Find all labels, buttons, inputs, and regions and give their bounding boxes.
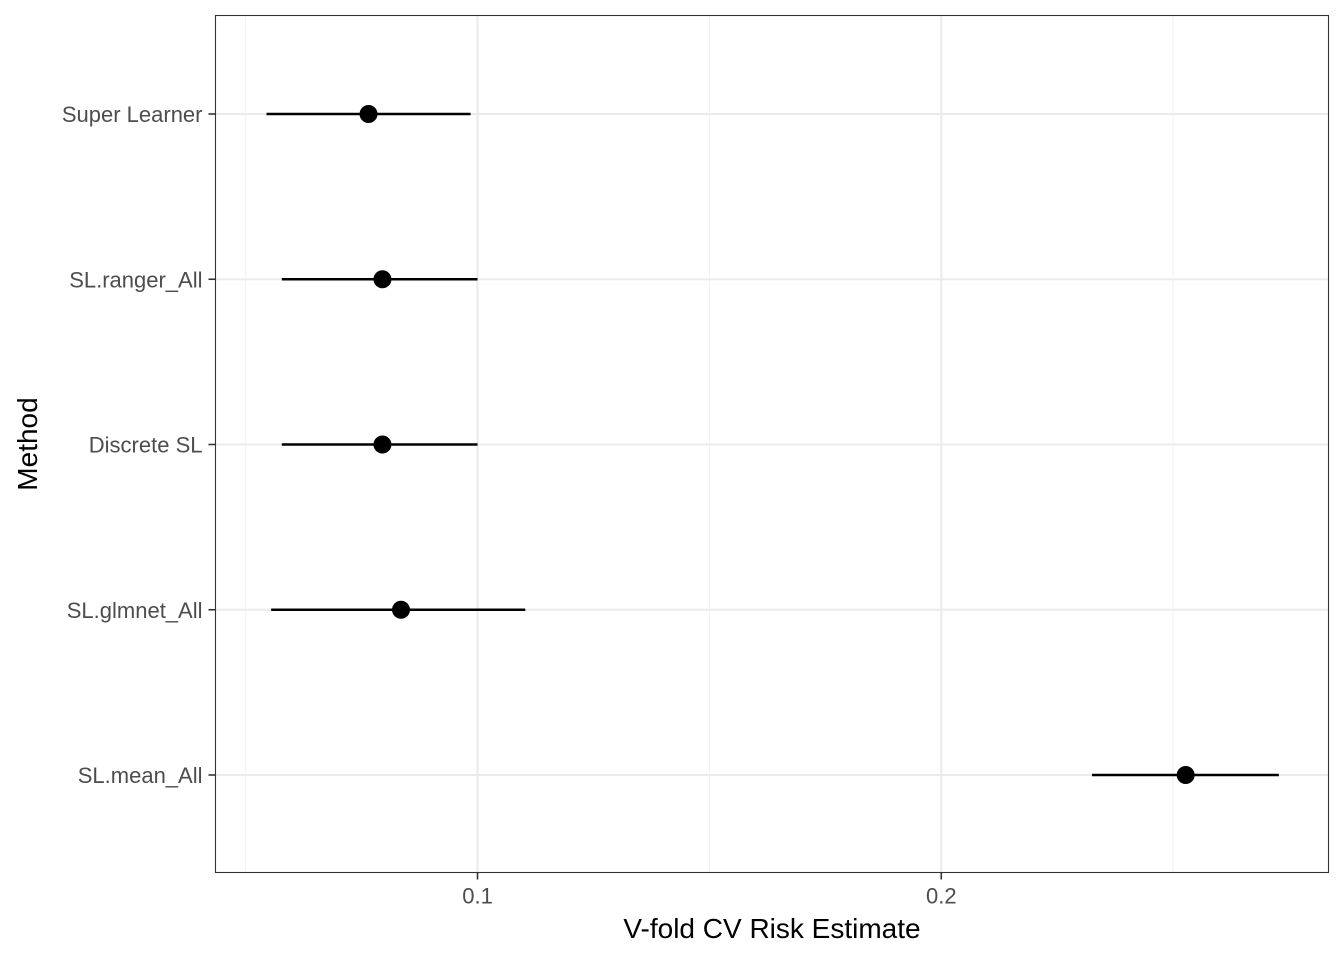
y-axis-title: Method (12, 397, 43, 490)
x-axis-title: V-fold CV Risk Estimate (623, 913, 920, 944)
data-point (373, 435, 392, 454)
data-point (1176, 766, 1195, 784)
y-tick-label: SL.ranger_All (69, 267, 202, 292)
y-tick-label: SL.glmnet_All (67, 598, 203, 623)
data-point (359, 105, 378, 123)
axes: Super Learner SL.ranger_All Discrete SL SL.… (62, 102, 957, 909)
y-tick-label: Discrete SL (89, 433, 203, 458)
x-tick-label: 0.2 (926, 884, 957, 909)
y-tick-label: Super Learner (62, 102, 203, 127)
x-tick-label: 0.1 (462, 884, 493, 909)
data-point (392, 600, 410, 619)
data-point (373, 270, 392, 289)
y-tick-label: SL.mean_All (78, 763, 203, 788)
data-layer (266, 105, 1279, 784)
